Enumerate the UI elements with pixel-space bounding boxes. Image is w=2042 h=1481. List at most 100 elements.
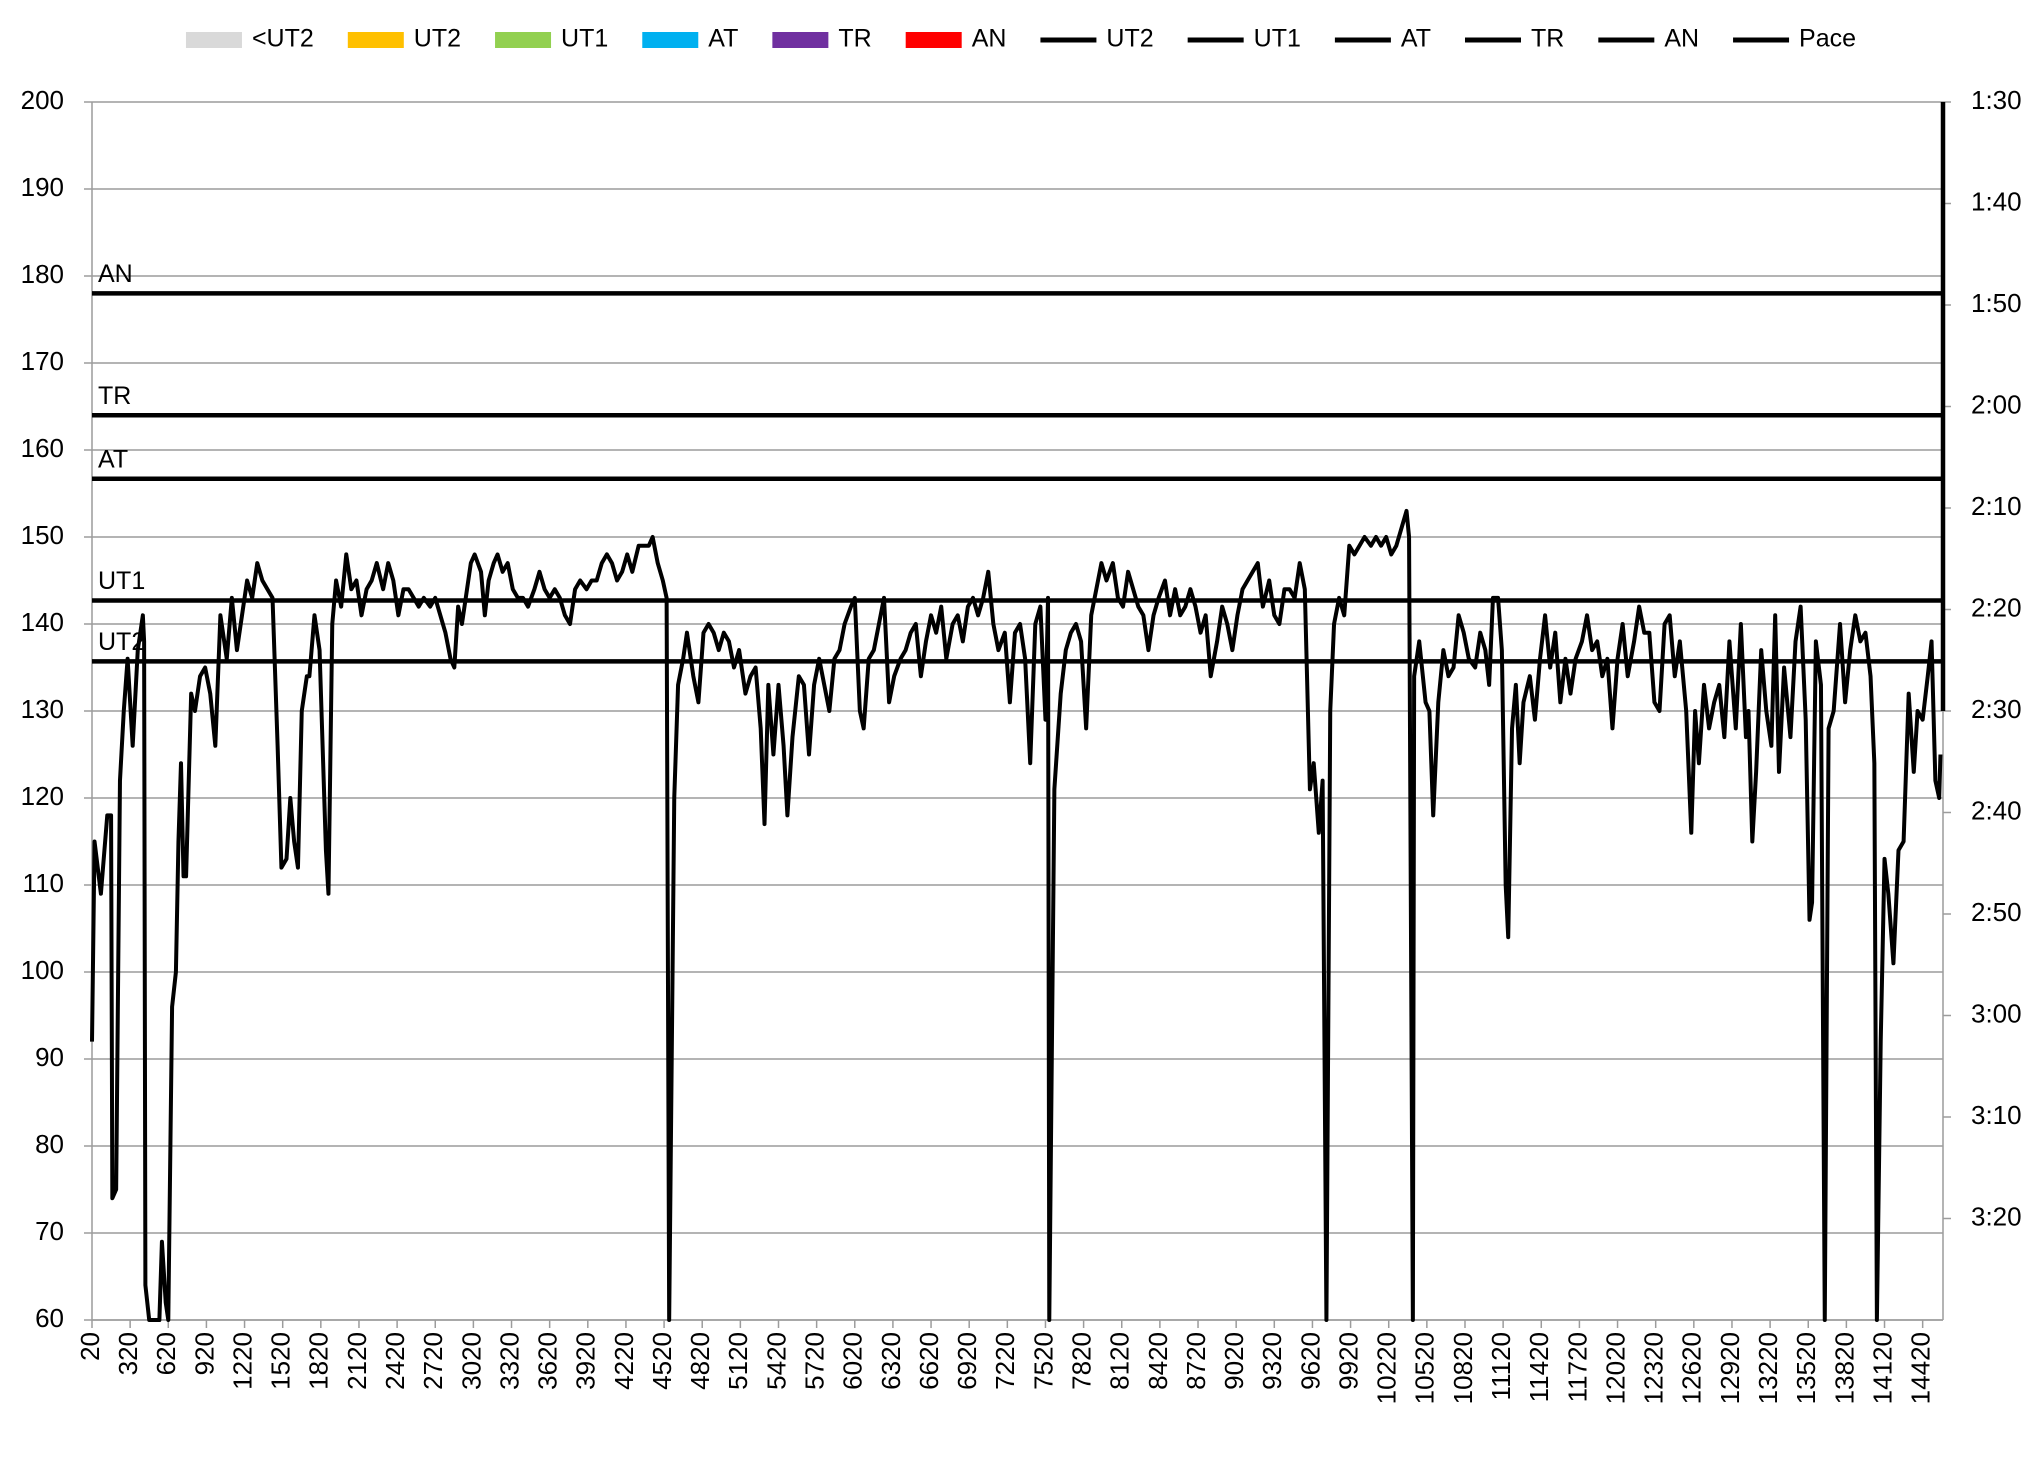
y2-tick-label: 2:00: [1971, 389, 2022, 419]
y2-tick-label: 1:50: [1971, 288, 2022, 318]
x-tick-label: 4520: [647, 1332, 677, 1390]
x-tick-label: 13520: [1791, 1332, 1821, 1404]
y-tick-label: 100: [21, 955, 64, 985]
legend-item: UT2: [347, 25, 461, 53]
x-tick-label: 10820: [1448, 1332, 1478, 1404]
x-tick-label: 1820: [304, 1332, 334, 1390]
x-tick-label: 4220: [609, 1332, 639, 1390]
legend-label: UT2: [414, 25, 461, 53]
y-tick-label: 110: [23, 868, 64, 898]
heart-rate-line: [90, 508, 1943, 1322]
legend-label: AT: [708, 25, 738, 53]
x-tick-label: 9620: [1295, 1332, 1325, 1390]
x-tick-label: 5420: [761, 1332, 791, 1390]
y-tick-label: 90: [35, 1042, 64, 1072]
y-tick-label: 60: [35, 1303, 64, 1333]
x-tick-label: 10520: [1410, 1332, 1440, 1404]
legend-item: TR: [1464, 25, 1564, 53]
y2-tick-label: 2:50: [1971, 897, 2022, 927]
x-tick-label: 20: [75, 1332, 105, 1361]
legend-label: UT1: [1254, 25, 1301, 53]
y-tick-label: 80: [35, 1129, 64, 1159]
legend-label: TR: [838, 25, 871, 53]
y2-tick-label: 2:20: [1971, 592, 2022, 622]
y2-tick-label: 1:30: [1971, 85, 2022, 115]
x-tick-label: 14420: [1906, 1332, 1936, 1404]
y2-tick-label: 2:10: [1971, 491, 2022, 521]
x-tick-label: 3920: [571, 1332, 601, 1390]
legend-label: AN: [972, 25, 1007, 53]
x-tick-label: 11120: [1486, 1332, 1516, 1400]
y2-tick-label: 1:40: [1971, 186, 2022, 216]
legend-swatch: [347, 32, 404, 48]
legend-swatch: [495, 32, 552, 48]
x-tick-label: 12620: [1677, 1332, 1707, 1404]
y2-tick-label: 2:30: [1971, 694, 2022, 724]
x-tick-label: 8720: [1181, 1332, 1211, 1390]
legend-swatch: [905, 32, 962, 48]
legend-item: Pace: [1733, 25, 1856, 53]
x-tick-label: 1220: [227, 1332, 257, 1390]
y-tick-label: 160: [21, 433, 64, 463]
x-tick-label: 7820: [1066, 1332, 1096, 1390]
y-tick-label: 200: [21, 85, 64, 115]
y2-tick-label: 3:00: [1971, 998, 2022, 1028]
x-tick-label: 9020: [1219, 1332, 1249, 1390]
legend-label: TR: [1531, 25, 1564, 53]
level-label: UT1: [98, 567, 145, 595]
x-tick-label: 6320: [876, 1332, 906, 1390]
y-tick-label: 170: [21, 346, 64, 376]
x-tick-label: 1520: [266, 1332, 296, 1390]
x-tick-label: 6620: [914, 1332, 944, 1390]
x-tick-label: 7520: [1028, 1332, 1058, 1390]
legend-item: UT1: [495, 25, 608, 53]
x-tick-label: 9320: [1257, 1332, 1287, 1390]
y-tick-label: 150: [21, 520, 64, 550]
x-tick-label: 13820: [1829, 1332, 1859, 1404]
x-tick-label: 3320: [494, 1332, 524, 1390]
legend-swatch: [772, 32, 829, 48]
legend-label: AT: [1401, 25, 1431, 53]
x-tick-label: 620: [151, 1332, 181, 1375]
x-tick-label: 12320: [1639, 1332, 1669, 1404]
legend-item: <UT2: [185, 25, 314, 53]
legend-item: AN: [905, 25, 1007, 53]
x-tick-label: 13220: [1753, 1332, 1783, 1404]
y2-tick-label: 2:40: [1971, 795, 2022, 825]
x-tick-label: 14120: [1867, 1332, 1897, 1404]
legend-item: UT2: [1040, 25, 1154, 53]
x-tick-label: 3020: [456, 1332, 486, 1390]
level-label: TR: [98, 382, 131, 410]
y-tick-label: 140: [21, 607, 64, 637]
legend-item: AT: [642, 25, 738, 53]
x-tick-label: 7220: [990, 1332, 1020, 1390]
x-tick-label: 5720: [800, 1332, 830, 1390]
legend-item: UT1: [1187, 25, 1301, 53]
x-tick-label: 4820: [685, 1332, 715, 1390]
x-tick-label: 2420: [380, 1332, 410, 1390]
x-tick-label: 8420: [1143, 1332, 1173, 1390]
legend-item: AT: [1334, 25, 1431, 53]
x-tick-label: 8120: [1105, 1332, 1135, 1390]
x-tick-label: 320: [113, 1332, 143, 1375]
y-tick-label: 190: [21, 172, 64, 202]
y2-tick-label: 3:10: [1971, 1100, 2022, 1130]
x-tick-label: 12920: [1715, 1332, 1745, 1404]
y-tick-label: 70: [35, 1216, 64, 1246]
legend-swatch: [642, 32, 699, 48]
x-tick-label: 6920: [952, 1332, 982, 1390]
x-tick-label: 2720: [418, 1332, 448, 1390]
legend-label: <UT2: [252, 25, 314, 53]
x-tick-label: 11720: [1562, 1332, 1592, 1402]
x-tick-label: 10220: [1372, 1332, 1402, 1404]
legend: <UT2 UT2 UT1 AT TR AN UT2 UT1 AT TR AN Pace: [185, 25, 1856, 53]
x-tick-label: 2120: [342, 1332, 372, 1390]
x-tick-label: 11420: [1524, 1332, 1554, 1402]
level-label: AN: [98, 260, 133, 288]
y-tick-label: 180: [21, 259, 64, 289]
x-tick-label: 3620: [533, 1332, 563, 1390]
x-tick-label: 6020: [838, 1332, 868, 1390]
